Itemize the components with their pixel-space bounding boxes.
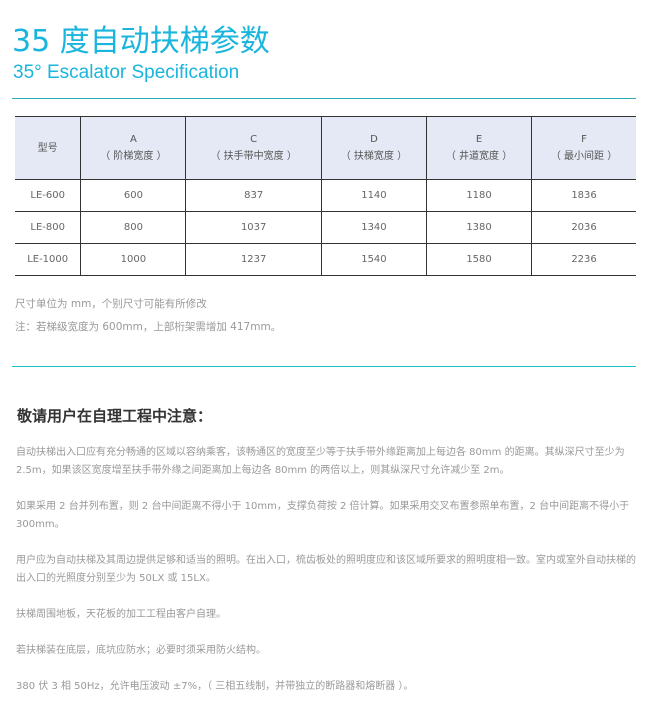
table-cell: 2236 bbox=[531, 243, 636, 276]
table-cell: 1836 bbox=[531, 179, 636, 212]
paragraph: 扶梯周围地板，天花板的加工工程由客户自理。 bbox=[16, 609, 226, 620]
unit-note: 尺寸单位为 mm，个别尺寸可能有所修改 bbox=[15, 298, 207, 310]
divider bbox=[12, 366, 636, 367]
table-row: LE-600 600 837 1140 1180 1836 bbox=[15, 179, 636, 212]
table-cell: 1037 bbox=[185, 211, 322, 244]
paragraph: 用户应为自动扶梯及其周边提供足够和适当的照明。在出入口，梳齿板处的照明度应和该区… bbox=[16, 555, 636, 584]
page-title: 35 度自动扶梯参数 bbox=[12, 24, 270, 59]
table-row: LE-800 800 1037 1340 1380 2036 bbox=[15, 211, 636, 244]
divider bbox=[12, 98, 636, 99]
column-header: 型号 bbox=[15, 116, 81, 180]
column-header: F （ 最小间距 ） bbox=[531, 116, 636, 180]
column-code: A bbox=[129, 134, 137, 145]
section-heading: 敬请用户在自理工程中注意： bbox=[17, 407, 213, 425]
paragraph: 如果采用 2 台并列布置，则 2 台中间距离不得小于 10mm，支撑负荷按 2 … bbox=[16, 501, 630, 530]
table-cell: 1580 bbox=[425, 243, 532, 276]
spec-table: 型号 A （ 阶梯宽度 ） C （ 扶手带中宽度 ） D （ 扶梯宽度 ） E （ 井道宽度 ）… bbox=[15, 116, 636, 276]
page-subtitle: 35° Escalator Specification bbox=[13, 62, 240, 83]
table-cell: 1000 bbox=[80, 243, 186, 276]
table-cell: 1180 bbox=[425, 179, 532, 212]
table-cell: LE-1000 bbox=[15, 243, 81, 276]
table-cell: LE-600 bbox=[15, 179, 81, 212]
table-cell: LE-800 bbox=[15, 211, 81, 244]
table-cell: 1140 bbox=[320, 179, 427, 212]
paragraph: 380 伏 3 相 50Hz，允许电压波动 ±7%，（ 三相五线制，并带独立的断… bbox=[16, 681, 414, 692]
column-header: E （ 井道宽度 ） bbox=[425, 116, 532, 180]
column-code: D bbox=[370, 134, 378, 145]
notice-paragraphs: 自动扶梯出入口应有充分畅通的区域以容纳乘客，该畅通区的宽度至少等于扶手带外缘距离… bbox=[16, 444, 641, 714]
table-cell: 1380 bbox=[425, 211, 532, 244]
table-cell: 1340 bbox=[320, 211, 427, 244]
column-header: A （ 阶梯宽度 ） bbox=[80, 116, 186, 180]
column-header: C （ 扶手带中宽度 ） bbox=[185, 116, 322, 180]
table-row: LE-1000 1000 1237 1540 1580 2236 bbox=[15, 243, 636, 276]
column-label: （ 扶梯宽度 ） bbox=[340, 151, 408, 162]
column-code: F bbox=[581, 134, 587, 145]
column-label: 型号 bbox=[37, 142, 58, 154]
column-label: （ 井道宽度 ） bbox=[445, 151, 513, 162]
column-header: D （ 扶梯宽度 ） bbox=[320, 116, 427, 180]
column-code: E bbox=[475, 134, 483, 145]
column-label: （ 阶梯宽度 ） bbox=[100, 151, 167, 162]
table-header-row: 型号 A （ 阶梯宽度 ） C （ 扶手带中宽度 ） D （ 扶梯宽度 ） E （ 井道宽度 ）… bbox=[15, 116, 636, 180]
column-label: （ 扶手带中宽度 ） bbox=[210, 151, 297, 162]
paragraph: 自动扶梯出入口应有充分畅通的区域以容纳乘客，该畅通区的宽度至少等于扶手带外缘距离… bbox=[16, 447, 625, 476]
table-cell: 837 bbox=[185, 179, 322, 212]
table-cell: 800 bbox=[80, 211, 186, 244]
table-cell: 1237 bbox=[185, 243, 322, 276]
column-code: C bbox=[250, 134, 258, 145]
table-cell: 600 bbox=[80, 179, 186, 212]
table-cell: 2036 bbox=[531, 211, 636, 244]
paragraph: 若扶梯装在底层，底坑应防水；必要时须采用防火结构。 bbox=[16, 645, 266, 656]
column-label: （ 最小间距 ） bbox=[550, 151, 618, 162]
table-cell: 1540 bbox=[320, 243, 427, 276]
truss-note: 注：若梯级宽度为 600mm，上部桁架需增加 417mm。 bbox=[15, 321, 282, 333]
